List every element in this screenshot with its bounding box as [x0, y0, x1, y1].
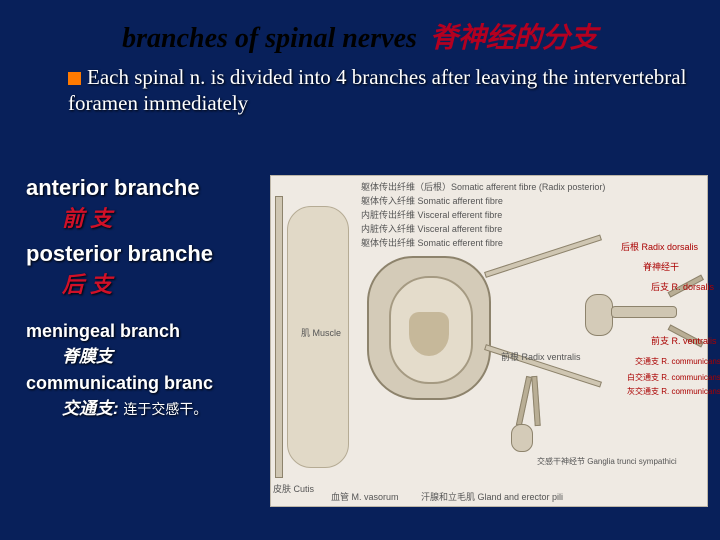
- nerve-trunk: [611, 306, 677, 318]
- dlab-top-1: 躯体传入纤维 Somatic afferent fibre: [361, 194, 503, 207]
- posterior-zh: 后 支: [26, 267, 266, 299]
- dlab-b0: 血管 M. vasorum: [331, 490, 399, 503]
- branch-list: anterior branche 前 支 posterior branche 后…: [26, 175, 266, 425]
- spinal-cord-shape: [367, 256, 491, 400]
- posterior-en: posterior branche: [26, 241, 266, 267]
- gray-matter: [409, 312, 449, 356]
- title-zh: 脊神经的分支: [430, 23, 598, 54]
- dlab-l0: 肌 Muscle: [301, 326, 341, 339]
- anterior-en: anterior branche: [26, 175, 266, 201]
- dlab-top-0: 躯体传出纤维（后根）Somatic afferent fibre (Radix …: [361, 180, 605, 193]
- dlab-r5: 白交通支 R. communicans albus: [627, 372, 720, 383]
- dlab-top-3: 内脏传入纤维 Visceral afferent fibre: [361, 222, 502, 235]
- meningeal-zh: 脊膜支: [26, 342, 266, 367]
- dlab-in1: 交感干神经节 Ganglia trunci sympathici: [537, 456, 677, 467]
- dlab-b1: 汗腺和立毛肌 Gland and erector pili: [421, 490, 563, 503]
- communicans-2: [531, 376, 540, 426]
- dlab-r3: 前支 R. ventralis: [651, 334, 717, 347]
- dlab-r6: 灰交通支 R. communicans griseus: [627, 386, 720, 397]
- communicating-zh-label: 交通支:: [62, 399, 119, 418]
- dlab-top-4: 躯体传出纤维 Somatic efferent fibre: [361, 236, 503, 249]
- dlab-r4: 交通支 R. communicans: [635, 356, 720, 367]
- dlab-top-2: 内脏传出纤维 Visceral efferent fibre: [361, 208, 502, 221]
- meningeal-en: meningeal branch: [26, 321, 266, 342]
- communicating-zh: 交通支: 连于交感干。: [26, 394, 266, 419]
- bullet-text: Each spinal n. is divided into 4 branche…: [68, 65, 686, 115]
- communicating-en: communicating branc: [26, 373, 266, 394]
- communicans-1: [516, 376, 532, 426]
- dlab-in0: 前根 Radix ventralis: [501, 350, 581, 363]
- dlab-l1: 皮肤 Cutis: [273, 482, 314, 495]
- communicating-note: 连于交感干。: [123, 403, 207, 418]
- skin-shape: [275, 196, 283, 478]
- dlab-r0: 后根 Radix dorsalis: [621, 240, 698, 253]
- title-en: branches of spinal nerves: [122, 23, 417, 54]
- dlab-r1: 脊神经干: [643, 260, 679, 273]
- dlab-r2: 后支 R. dorsalis: [651, 280, 714, 293]
- spinal-ganglion: [585, 294, 613, 336]
- anterior-zh: 前 支: [26, 201, 266, 233]
- spinal-nerve-diagram: 躯体传出纤维（后根）Somatic afferent fibre (Radix …: [270, 175, 708, 507]
- sympathetic-ganglion: [511, 424, 533, 452]
- slide-title: branches of spinal nerves 脊神经的分支: [0, 16, 720, 56]
- bullet-icon: [68, 72, 81, 85]
- main-bullet: Each spinal n. is divided into 4 branche…: [68, 64, 690, 117]
